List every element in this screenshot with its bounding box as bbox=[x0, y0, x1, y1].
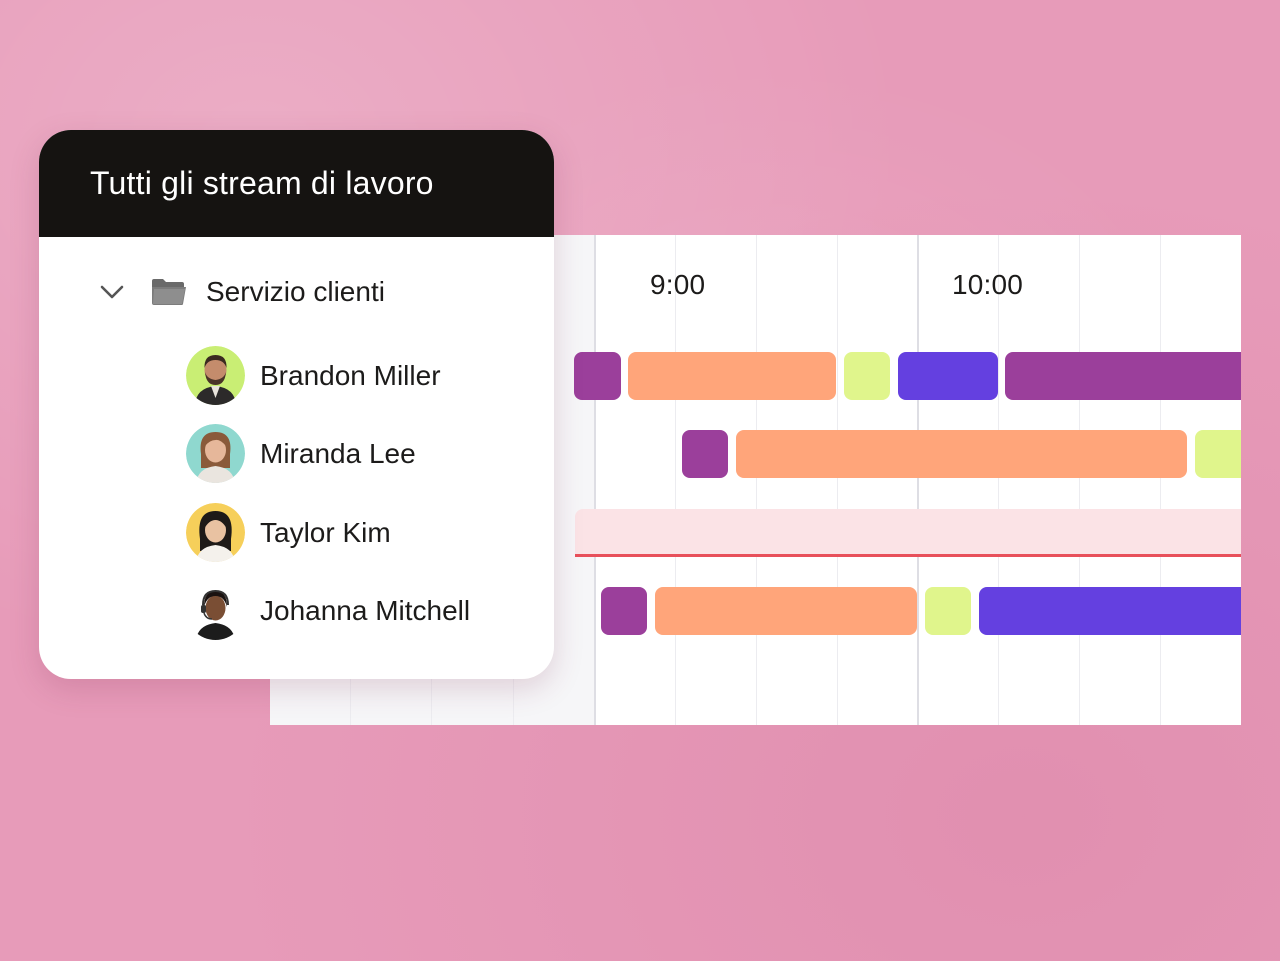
group-servizio-clienti[interactable]: Servizio clienti bbox=[99, 276, 385, 308]
panel-header: Tutti gli stream di lavoro bbox=[39, 130, 554, 237]
gridline bbox=[837, 235, 838, 725]
shift-block[interactable] bbox=[925, 587, 971, 635]
gridline bbox=[998, 235, 999, 725]
folder-icon bbox=[151, 278, 187, 306]
shift-block[interactable] bbox=[1005, 352, 1241, 400]
gridline bbox=[675, 235, 676, 725]
gridline bbox=[756, 235, 757, 725]
shift-block[interactable] bbox=[628, 352, 836, 400]
person-name: Brandon Miller bbox=[260, 359, 441, 391]
gridline-hour bbox=[594, 235, 596, 725]
person-name: Taylor Kim bbox=[260, 516, 391, 548]
shift-block[interactable] bbox=[844, 352, 890, 400]
avatar bbox=[186, 424, 245, 483]
person-row[interactable]: Brandon Miller bbox=[186, 346, 441, 405]
shift-block[interactable] bbox=[1195, 430, 1241, 478]
avatar bbox=[186, 346, 245, 405]
shift-block[interactable] bbox=[736, 430, 1187, 478]
gridline bbox=[1160, 235, 1161, 725]
person-name: Johanna Mitchell bbox=[260, 594, 471, 626]
shift-block[interactable] bbox=[979, 587, 1241, 635]
avatar bbox=[186, 503, 245, 562]
person-row[interactable]: Johanna Mitchell bbox=[186, 581, 470, 640]
shift-block[interactable] bbox=[682, 430, 728, 478]
person-row[interactable]: Miranda Lee bbox=[186, 424, 416, 483]
chevron-down-icon[interactable] bbox=[99, 279, 125, 305]
avatar bbox=[186, 581, 245, 640]
person-row[interactable]: Taylor Kim bbox=[186, 503, 391, 562]
shift-block[interactable] bbox=[601, 587, 647, 635]
shift-block[interactable] bbox=[655, 587, 917, 635]
workstreams-panel: Tutti gli stream di lavoro Servizio clie… bbox=[39, 130, 554, 679]
time-label-10: 10:00 bbox=[952, 269, 1024, 300]
gridline-hour bbox=[917, 235, 919, 725]
shift-block[interactable] bbox=[574, 352, 621, 400]
shift-block[interactable] bbox=[898, 352, 998, 400]
time-label-9: 9:00 bbox=[650, 269, 706, 300]
gridline bbox=[1079, 235, 1080, 725]
group-label: Servizio clienti bbox=[206, 276, 385, 307]
person-name: Miranda Lee bbox=[260, 437, 416, 469]
absence-block[interactable] bbox=[575, 509, 1241, 557]
panel-title: Tutti gli stream di lavoro bbox=[90, 165, 434, 201]
